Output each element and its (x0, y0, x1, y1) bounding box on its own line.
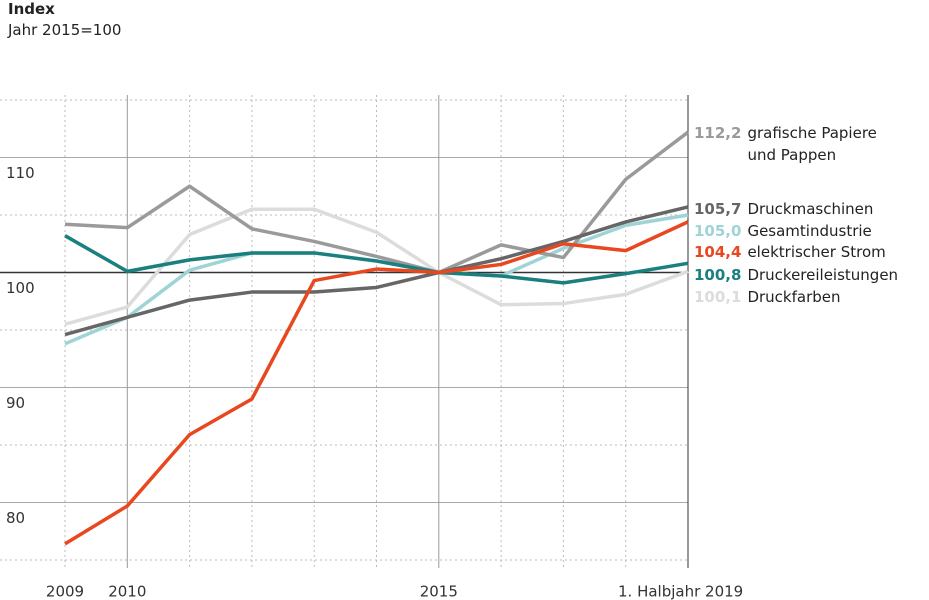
series-label: 104,4 elektrischer Strom (694, 241, 886, 263)
x-tick-label: 2010 (108, 583, 146, 600)
value-label: 112,2 (694, 124, 742, 142)
x-tick-label: 2009 (46, 583, 84, 600)
legend-label: Druckmaschinen (747, 200, 874, 218)
line-series (64, 220, 689, 546)
y-tick-label: 110 (6, 164, 35, 182)
x-tick-label: 2015 (420, 583, 458, 600)
legend-label: Gesamtindustrie (747, 222, 872, 240)
series-label: 112,2 grafische Papiere und Pappen (694, 122, 907, 166)
chart-title: Index (8, 0, 55, 18)
series-label: 105,0 Gesamtindustrie (694, 220, 872, 242)
value-label: 100,1 (694, 288, 742, 306)
series-label: 100,1 Druckfarben (694, 286, 841, 308)
legend-label: elektrischer Strom (747, 243, 886, 261)
chart-subtitle: Jahr 2015=100 (8, 21, 122, 39)
line-series (64, 205, 689, 337)
y-tick-label: 80 (6, 509, 25, 527)
legend-label: grafische Papiere und Pappen (747, 124, 877, 164)
value-label: 100,8 (694, 266, 742, 284)
y-tick-label: 90 (6, 394, 25, 412)
line-series (64, 234, 689, 285)
series-label: 100,8 Druckereileistungen (694, 264, 898, 286)
value-label: 104,4 (694, 243, 742, 261)
x-tick-label: 1. Halbjahr 2019 (618, 583, 743, 600)
legend-label: Druckfarben (747, 288, 841, 306)
legend-label: Druckereileistungen (747, 266, 899, 284)
series-label: 105,7 Druckmaschinen (694, 198, 873, 220)
value-label: 105,7 (694, 200, 742, 218)
y-tick-label: 100 (6, 279, 35, 297)
line-series (64, 207, 689, 326)
line-series (64, 130, 690, 275)
value-label: 105,0 (694, 222, 742, 240)
